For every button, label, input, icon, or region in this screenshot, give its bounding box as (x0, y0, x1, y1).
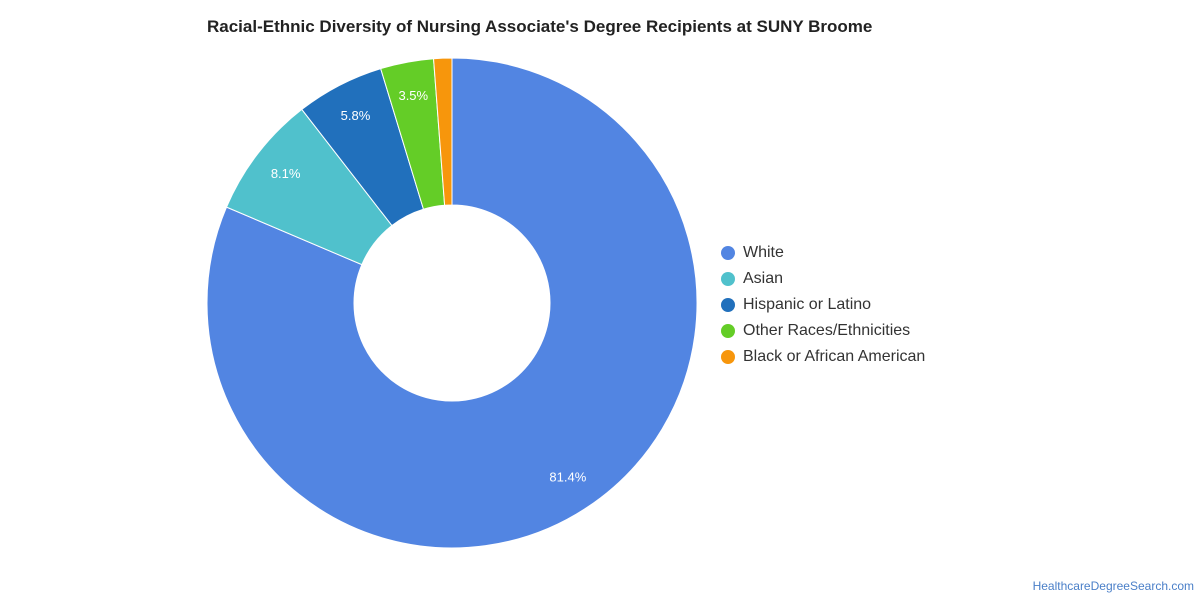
chart-title: Racial-Ethnic Diversity of Nursing Assoc… (207, 17, 873, 36)
source-link[interactable]: HealthcareDegreeSearch.com (1032, 579, 1194, 593)
legend-item[interactable]: White (721, 240, 925, 266)
legend-label: Asian (743, 270, 784, 287)
legend-swatch (721, 324, 735, 338)
donut-slice-white[interactable] (206, 57, 698, 549)
legend-swatch (721, 350, 735, 364)
legend-item[interactable]: Hispanic or Latino (721, 292, 925, 318)
slice-value-label: 8.1% (271, 166, 301, 181)
legend-swatch (721, 298, 735, 312)
legend-item[interactable]: Other Races/Ethnicities (721, 318, 925, 344)
legend-label: White (743, 244, 784, 261)
legend-label: Other Races/Ethnicities (743, 322, 911, 339)
legend-label: Black or African American (743, 348, 926, 365)
chart-legend: White Asian Hispanic or Latino Other Races/… (721, 240, 925, 370)
legend-swatch (721, 246, 735, 260)
slice-value-label: 3.5% (398, 88, 428, 103)
legend-label: Hispanic or Latino (743, 296, 872, 313)
legend-swatch (721, 272, 735, 286)
legend-item[interactable]: Black or African American (721, 344, 925, 370)
slice-value-label: 81.4% (549, 470, 586, 485)
legend-item[interactable]: Asian (721, 266, 925, 292)
donut-slice-black-or-african-american[interactable] (433, 57, 453, 206)
slice-value-label: 5.8% (341, 108, 371, 123)
